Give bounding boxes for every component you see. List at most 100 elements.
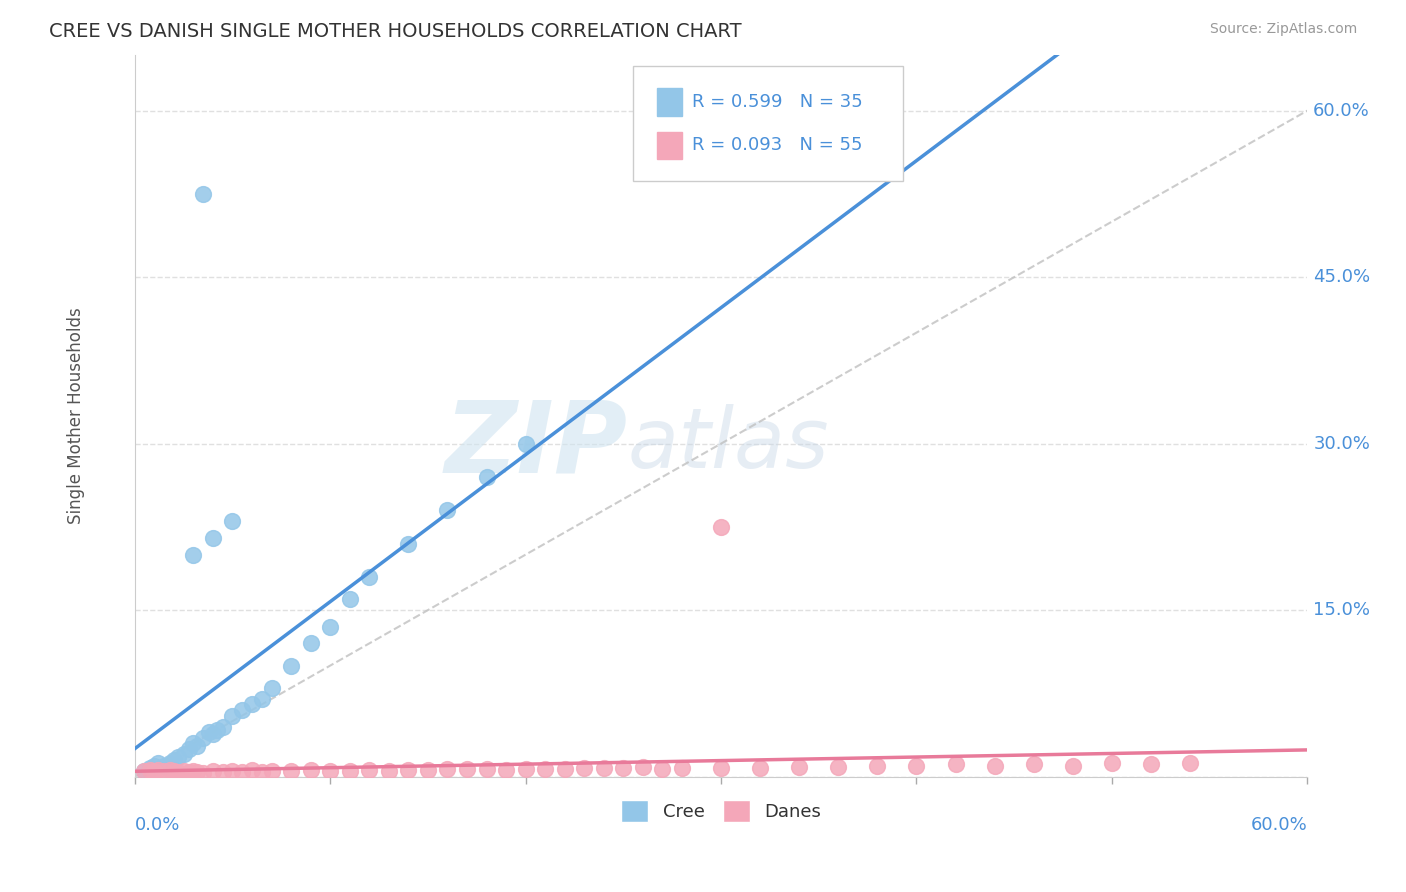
Point [183,548,205,562]
Point [280,764,302,778]
Point [280,658,302,673]
Point [250,765,273,780]
Point [319,620,342,634]
Point [866,758,889,772]
Text: 30.0%: 30.0% [1313,434,1369,452]
Point [143,764,166,778]
Point [612,761,634,775]
Point [827,759,849,773]
Point [179,765,201,780]
Point [240,698,263,712]
Text: CREE VS DANISH SINGLE MOTHER HOUSEHOLDS CORRELATION CHART: CREE VS DANISH SINGLE MOTHER HOUSEHOLDS … [49,22,742,41]
Text: 15.0%: 15.0% [1313,601,1371,619]
Bar [657,88,682,116]
Point [186,739,208,753]
Point [1178,756,1201,771]
Point [153,758,176,772]
Point [191,766,214,780]
Text: Source: ZipAtlas.com: Source: ZipAtlas.com [1209,22,1357,37]
Point [515,762,537,776]
Point [211,765,233,780]
Point [221,514,243,528]
Point [166,765,188,780]
Point [139,763,162,777]
Point [186,765,208,780]
Point [183,764,205,778]
Bar [657,132,682,159]
Point [134,764,156,778]
Point [299,636,322,650]
Point [183,736,205,750]
Point [163,764,186,778]
Point [631,759,654,773]
Point [159,763,181,777]
Point [339,592,361,607]
Point [153,764,176,778]
Point [475,762,498,776]
Point [134,764,156,778]
Point [359,763,381,777]
Point [651,762,673,776]
Point [143,758,166,772]
Point [592,761,614,775]
Point [221,764,243,778]
Point [436,762,458,776]
Point [515,436,537,450]
Point [554,762,576,776]
Point [359,570,381,584]
Point [475,470,498,484]
Point [396,763,419,777]
Point [173,747,195,762]
Point [260,764,283,778]
Point [201,531,224,545]
Point [319,764,342,778]
Point [436,503,458,517]
Point [231,703,253,717]
Point [671,761,693,775]
Point [983,758,1005,772]
Point [211,720,233,734]
Point [240,763,263,777]
Text: 60.0%: 60.0% [1313,102,1369,120]
Point [396,536,419,550]
Text: 45.0%: 45.0% [1313,268,1371,286]
Point [191,731,214,745]
Point [299,763,322,777]
Point [1062,758,1084,772]
Point [710,520,733,534]
Point [191,186,214,201]
Point [221,708,243,723]
Point [339,764,361,778]
Text: atlas: atlas [627,404,830,485]
Text: R = 0.599   N = 35: R = 0.599 N = 35 [692,93,862,111]
Text: ZIP: ZIP [444,396,627,493]
Point [205,723,228,737]
Point [198,725,221,739]
Point [231,765,253,780]
Point [173,764,195,778]
Point [146,763,169,777]
Point [945,757,967,772]
Point [250,692,273,706]
Point [710,761,733,775]
Point [179,742,201,756]
Point [146,756,169,771]
Point [456,762,478,776]
Point [201,727,224,741]
Point [201,764,224,778]
Point [905,758,928,772]
Point [749,761,772,775]
Legend: Cree, Danes: Cree, Danes [614,792,828,829]
Point [1140,757,1163,772]
Point [159,756,181,771]
Point [787,759,810,773]
Text: R = 0.093   N = 55: R = 0.093 N = 55 [692,136,862,154]
Point [166,749,188,764]
Point [495,763,517,777]
Point [574,761,596,775]
Point [1022,757,1045,772]
FancyBboxPatch shape [633,66,903,181]
Point [378,764,401,778]
Point [1101,756,1123,771]
Text: 60.0%: 60.0% [1250,816,1308,834]
